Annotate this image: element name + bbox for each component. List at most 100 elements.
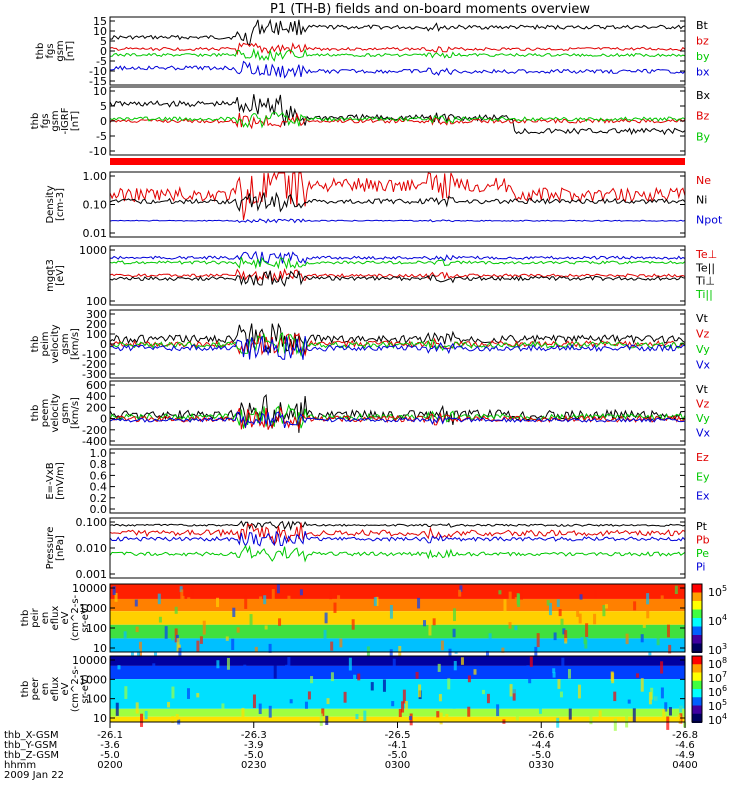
x-tick-label: -3.9 — [244, 740, 264, 751]
spectrogram-texture — [526, 665, 530, 674]
y-axis-label: Pressure — [45, 527, 56, 570]
spectrogram-texture — [252, 694, 256, 709]
spectrogram-texture — [271, 589, 275, 602]
spectrogram-texture — [244, 595, 248, 609]
spectrogram-texture — [452, 608, 456, 622]
panel-frame — [109, 517, 686, 579]
y-tick-label: -400 — [82, 435, 107, 448]
y-tick-label: 0.4 — [90, 481, 108, 494]
spectrogram-texture — [278, 618, 282, 626]
y-tick-label: 15 — [93, 15, 107, 28]
spectrogram-texture — [310, 676, 314, 684]
colorbar-swatch — [692, 584, 702, 594]
y-tick-label: -200 — [82, 424, 107, 437]
y-axis-label: Density — [45, 185, 56, 223]
y-tick-label: 0.100 — [76, 516, 108, 529]
spectrogram-texture — [514, 597, 518, 603]
trace-blue — [109, 530, 686, 547]
spectrogram-texture — [640, 678, 644, 692]
trace-black — [109, 94, 686, 136]
spectrogram-texture — [496, 704, 500, 717]
y-tick-label: -5 — [96, 130, 107, 143]
spectrogram-texture — [660, 687, 664, 699]
spectrogram-texture — [578, 613, 582, 624]
colorbar-swatch — [692, 697, 702, 707]
legend-entry: Vt — [696, 383, 709, 396]
colorbar-swatch — [692, 689, 702, 699]
panel-3: 1000 100 mgqt3 [eV] Te⊥Te||Ti⊥Ti|| — [45, 244, 717, 308]
spectrogram-texture — [319, 713, 323, 726]
spectrogram-texture — [415, 671, 419, 679]
spectrogram-texture — [389, 604, 393, 619]
y-axis-label: [cm-3] — [55, 188, 66, 221]
panel-frame — [109, 16, 686, 86]
trace-black — [109, 18, 686, 46]
y-tick-label: 10000 — [72, 654, 107, 667]
y-tick-label: 200 — [86, 318, 107, 331]
spectrogram-texture — [259, 596, 263, 603]
y-axis-label: peer — [30, 677, 41, 701]
legend-entry: Npot — [696, 213, 723, 226]
trace-blue — [109, 250, 686, 265]
spectrogram-band — [110, 611, 685, 625]
x-tick-label: 0300 — [385, 760, 410, 771]
y-tick-label: 100 — [86, 693, 107, 706]
spectrogram-texture — [180, 589, 184, 602]
y-axis-label: peem — [40, 399, 51, 427]
panel-frame — [109, 583, 686, 653]
y-tick-label: 100 — [86, 328, 107, 341]
trace-green — [109, 111, 686, 129]
spectrogram-texture — [216, 660, 220, 669]
spectrogram-texture — [598, 710, 602, 721]
spectrogram-texture — [677, 714, 681, 719]
spectrogram-texture — [201, 601, 205, 611]
spectrogram-texture — [448, 648, 452, 662]
chart-title: P1 (TH-B) fields and on-board moments ov… — [270, 2, 590, 17]
spectrogram-texture — [199, 636, 203, 644]
spectrogram-texture — [516, 593, 520, 605]
spectrogram-texture — [330, 641, 334, 651]
x-tick-label: 0230 — [241, 760, 266, 771]
spectrogram-texture — [627, 699, 631, 704]
legend-entry: bz — [696, 35, 709, 48]
y-axis-label: [nT] — [70, 111, 81, 131]
spectrogram-texture — [231, 638, 235, 651]
legend-entry: Vz — [696, 328, 710, 341]
spectrogram-texture — [404, 700, 408, 710]
spectrogram-texture — [366, 646, 370, 657]
spectrogram-texture — [564, 630, 568, 642]
y-axis-label: fgs — [40, 113, 51, 128]
spectrogram-texture — [171, 716, 175, 724]
legend-entry: Te|| — [695, 261, 715, 274]
spectrogram-texture — [561, 657, 565, 669]
spectrogram-texture — [552, 668, 556, 674]
y-axis-label: thb — [20, 610, 31, 627]
colorbar-swatch — [692, 705, 702, 715]
spectrogram-texture — [459, 585, 463, 592]
trace-red — [109, 42, 686, 56]
spectrogram-texture — [114, 592, 118, 602]
y-tick-label: 0 — [100, 338, 107, 351]
y-axis-label: thb — [30, 405, 41, 422]
spectrogram-texture — [432, 618, 436, 626]
spectrogram-texture — [408, 716, 412, 721]
y-axis-label: thb — [20, 681, 31, 698]
panel-1: 10 5 0 -5 -10 thb fgs gsm -IGRF [nT] Bx Bz By — [30, 85, 711, 158]
y-tick-label: 0.0 — [90, 503, 108, 516]
colorbar-swatch — [692, 592, 702, 602]
colorbar-swatch — [692, 713, 702, 723]
trace-red — [109, 407, 686, 431]
spectrogram-texture — [236, 627, 240, 633]
spectrogram-texture — [678, 716, 682, 724]
y-axis-label: peim — [40, 331, 51, 356]
y-tick-label: 5 — [100, 100, 107, 113]
spectrogram-texture — [153, 645, 157, 657]
y-tick-label: 0.010 — [76, 542, 108, 555]
legend-entry: Pt — [696, 520, 708, 533]
spectrogram-texture — [112, 586, 116, 595]
spectrogram-texture — [323, 629, 327, 640]
trace-red — [109, 522, 686, 547]
x-tick-label: -4.6 — [675, 740, 695, 751]
